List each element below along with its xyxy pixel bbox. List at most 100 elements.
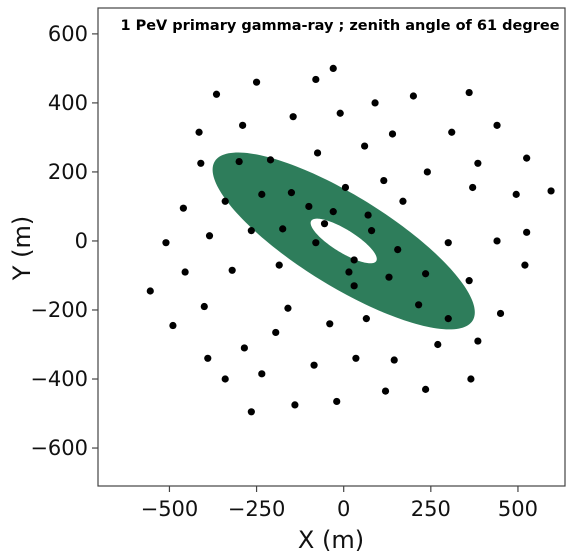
x-tick-label: 500 [498,497,538,521]
y-tick-label: 400 [48,91,88,115]
detector-point [390,356,398,364]
detector-point [380,176,388,185]
detector-point [496,309,505,318]
detector-point [284,304,292,312]
x-tick-label: 250 [411,497,451,521]
detector-point [258,190,266,198]
detector-point [200,302,208,311]
detector-point [364,211,372,219]
detector-point [162,239,170,247]
detector-point [521,261,529,269]
x-axis-ticks: −500 −250 0 250 500 [141,486,538,521]
detector-point [272,328,280,337]
detector-point [204,354,212,362]
detector-point [523,154,531,162]
detector-point [305,202,313,211]
detector-point [523,228,531,236]
detector-point [493,121,501,129]
detector-point [181,268,189,276]
footprint-layer [212,152,475,330]
detector-point [146,287,154,295]
detector-point [352,354,360,362]
detector-point [247,408,255,416]
x-tick-label: 0 [337,497,350,521]
chart-title: 1 PeV primary gamma-ray ; zenith angle o… [120,18,559,34]
detector-point [415,301,423,309]
detector-point [313,149,322,157]
y-tick-label: 0 [75,229,88,253]
detector-point [388,130,397,138]
detector-point [474,159,482,167]
detector-point [345,268,353,276]
detector-point [228,266,236,274]
detector-point [547,187,555,195]
detector-point [312,239,320,247]
detector-point [399,197,407,205]
detector-point [266,156,275,164]
y-tick-label: −400 [30,367,88,391]
y-axis-label: Y (m) [8,216,36,281]
detector-point [444,239,452,247]
detector-point [312,75,320,84]
detector-point [350,282,358,290]
detector-point [310,361,318,369]
detector-point [422,270,430,278]
detector-point [291,401,299,409]
detector-point [381,387,390,395]
detector-point [371,99,379,107]
detector-point [350,256,358,264]
detector-point [205,232,214,240]
detector-point [279,225,287,233]
detector-point [289,113,297,121]
detector-point [320,220,329,228]
detector-point [179,204,187,212]
detector-point [341,183,350,192]
detector-point [474,337,482,345]
points-layer [146,64,555,416]
detector-point [275,261,283,269]
detector-point [221,197,229,205]
x-tick-label: −500 [141,497,199,521]
detector-point [235,157,243,166]
detector-point [326,320,334,328]
detector-point [221,375,229,383]
detector-point [422,385,430,393]
detector-point [465,88,473,97]
detector-point [240,344,248,352]
detector-point [287,189,296,197]
y-tick-label: 600 [48,22,88,46]
detector-point [512,190,520,198]
detector-point [367,227,376,235]
detector-point [409,92,417,100]
detector-point [469,183,477,192]
detector-point [361,142,369,150]
detector-point [444,315,452,323]
y-tick-label: 200 [48,160,88,184]
detector-point [423,168,431,176]
detector-point [329,64,337,72]
detector-point [247,227,255,235]
detector-point [212,90,221,98]
detector-point [465,277,473,285]
detector-point [252,78,261,86]
detector-point [385,273,393,281]
detector-point [362,315,370,323]
detector-point [467,375,475,383]
detector-point [336,109,344,117]
x-axis-label: X (m) [298,526,364,554]
detector-point [434,340,442,349]
detector-point [169,321,177,330]
detector-point [239,121,247,129]
shower-footprint-ring [212,152,475,330]
detector-point [448,128,456,136]
detector-point [197,159,205,167]
detector-point [333,397,341,406]
y-tick-label: −600 [30,436,88,460]
x-tick-label: −250 [228,497,286,521]
y-axis-ticks: −600 −400 −200 0 200 400 600 [30,22,98,460]
detector-point [493,237,501,245]
y-tick-label: −200 [30,298,88,322]
detector-point [258,370,266,378]
detector-point [195,128,203,136]
